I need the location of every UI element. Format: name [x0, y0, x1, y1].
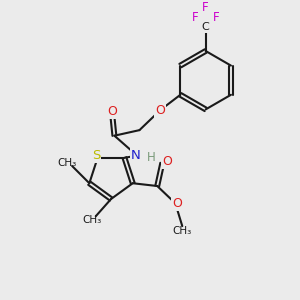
- Text: S: S: [92, 149, 100, 162]
- Text: CH₃: CH₃: [58, 158, 77, 168]
- Text: F: F: [213, 11, 220, 24]
- Text: O: O: [107, 105, 117, 118]
- Text: CH₃: CH₃: [82, 215, 101, 225]
- Text: C: C: [202, 22, 209, 32]
- Text: O: O: [162, 155, 172, 168]
- Text: H: H: [147, 151, 156, 164]
- Text: N: N: [131, 149, 141, 162]
- Text: O: O: [155, 103, 165, 117]
- Text: O: O: [172, 197, 182, 210]
- Text: F: F: [202, 1, 209, 14]
- Text: CH₃: CH₃: [172, 226, 192, 236]
- Text: F: F: [192, 11, 198, 24]
